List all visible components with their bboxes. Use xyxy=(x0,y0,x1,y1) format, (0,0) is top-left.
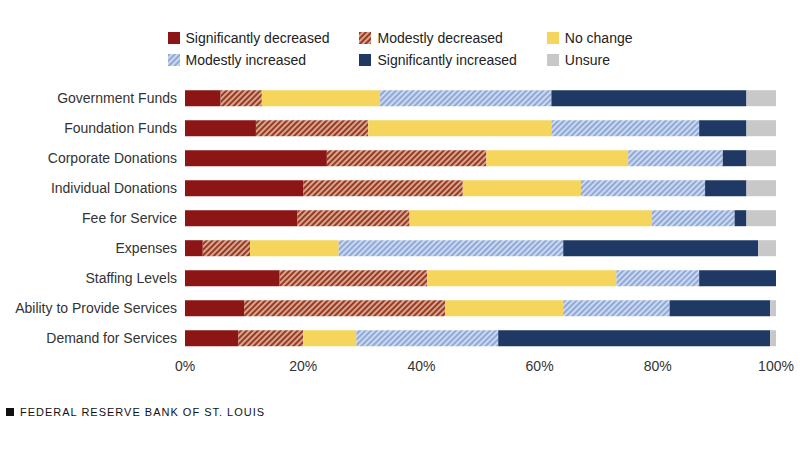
svg-text:Foundation Funds: Foundation Funds xyxy=(64,120,177,136)
svg-text:Individual Donations: Individual Donations xyxy=(51,180,177,196)
svg-text:Expenses: Expenses xyxy=(116,240,177,256)
svg-text:Corporate Donations: Corporate Donations xyxy=(48,150,177,166)
svg-text:100%: 100% xyxy=(758,358,792,374)
svg-text:Government Funds: Government Funds xyxy=(57,90,177,106)
html-text:Unsure: Unsure xyxy=(564,52,610,68)
svg-text:60%: 60% xyxy=(526,358,554,374)
svg-text:Demand for Services: Demand for Services xyxy=(46,330,177,346)
html-text:FEDERAL RESERVE BANK OF ST. LO: FEDERAL RESERVE BANK OF ST. LOUIS xyxy=(20,406,266,418)
html-text:Significantly decreased: Significantly decreased xyxy=(185,30,330,46)
svg-text:Ability to Provide Services: Ability to Provide Services xyxy=(15,300,177,316)
svg-text:80%: 80% xyxy=(644,358,672,374)
svg-text:Fee for Service: Fee for Service xyxy=(82,210,177,226)
svg-text:Staffing Levels: Staffing Levels xyxy=(85,270,177,286)
html-text:No change: No change xyxy=(564,30,633,46)
svg-text:40%: 40% xyxy=(407,358,435,374)
svg-text:0%: 0% xyxy=(175,358,195,374)
svg-text:20%: 20% xyxy=(289,358,317,374)
html-text:Significantly increased: Significantly increased xyxy=(377,52,517,68)
html-text:Modestly decreased: Modestly decreased xyxy=(377,30,503,46)
html-text:Modestly increased: Modestly increased xyxy=(185,52,307,68)
